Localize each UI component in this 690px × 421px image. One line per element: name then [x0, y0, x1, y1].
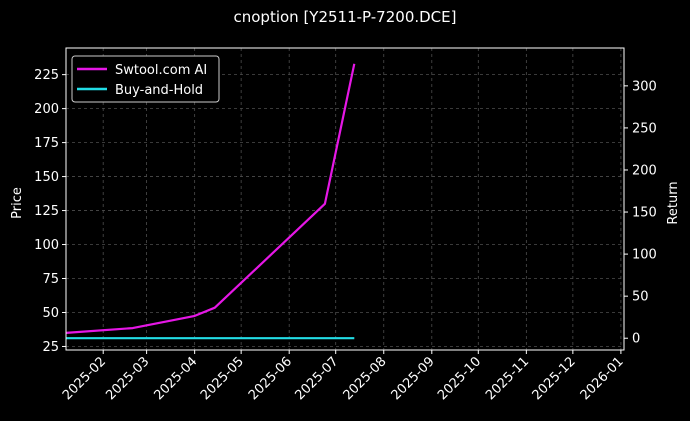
series-lines: [65, 63, 356, 340]
plot-frame: [65, 47, 625, 351]
chart-legend: Swtool.com AI Buy-and-Hold: [71, 55, 220, 103]
y-tick-label-left: 50: [42, 306, 59, 321]
y-tick-label-right: 300: [632, 79, 657, 94]
y-tick-label-left: 150: [34, 170, 59, 185]
y-tick-label-right: 50: [632, 290, 649, 305]
y-axis-label-left: Price: [10, 187, 25, 219]
y-tick-label-left: 200: [34, 102, 59, 117]
y-tick-label-left: 125: [34, 204, 59, 219]
y-tick-label-right: 200: [632, 163, 657, 178]
y-tick-label-right: 0: [632, 332, 640, 347]
y-tick-label-left: 100: [34, 238, 59, 253]
legend-label-buy-and-hold: Buy-and-Hold: [115, 83, 203, 98]
legend-label-swtool: Swtool.com AI: [115, 63, 207, 78]
y-tick-label-right: 250: [632, 121, 657, 136]
y-tick-label-right: 150: [632, 206, 657, 221]
y-tick-label-right: 100: [632, 248, 657, 263]
y-tick-label-left: 175: [34, 136, 59, 151]
y-tick-label-left: 25: [42, 340, 59, 355]
legend-box: [71, 55, 220, 103]
chart-title: cnoption [Y2511-P-7200.DCE]: [234, 8, 457, 26]
y-axis-label-right: Return: [666, 181, 681, 224]
series-line-swtool: [65, 63, 356, 334]
y-tick-label-left: 75: [42, 272, 59, 287]
y-tick-label-left: 225: [34, 68, 59, 83]
